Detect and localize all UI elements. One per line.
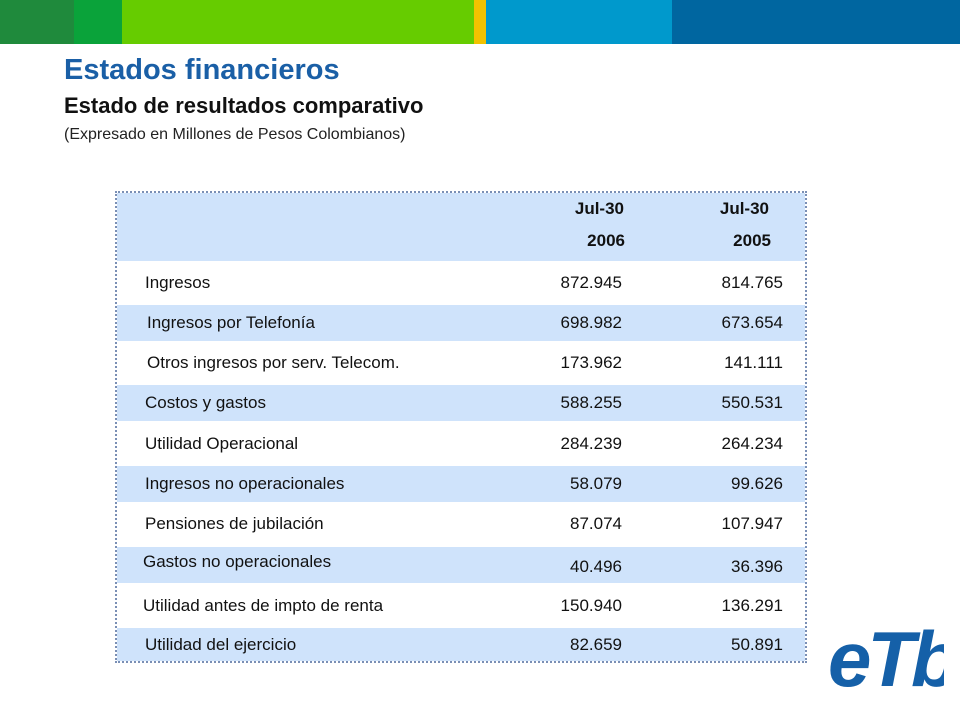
row-label: Ingresos no operacionales [145,474,345,493]
row-label: Otros ingresos por serv. Telecom. [147,353,400,372]
logo-text: eTb [828,615,944,698]
bar-segment [122,0,474,44]
value-2006: 173.962 [560,353,622,372]
value-2005: 814.765 [721,273,783,292]
table-row: Otros ingresos por serv. Telecom. 173.96… [117,345,805,381]
value-2005: 673.654 [721,313,783,332]
value-2005: 264.234 [721,434,783,453]
row-label: Ingresos [145,273,211,292]
value-2005: 141.111 [724,353,783,372]
table-row: Utilidad Operacional 284.239 264.234 [117,426,805,462]
row-label: Utilidad del ejercicio [145,635,297,654]
value-2006: 872.945 [560,273,622,292]
col-2006-line1: Jul-30 [574,199,624,218]
table-row: Costos y gastos 588.255 550.531 [117,385,805,421]
value-2005: 36.396 [731,557,783,576]
etb-logo: eTb [828,615,944,698]
page-title: Estados financieros [64,54,340,86]
bar-segment [0,0,74,44]
table-row: Ingresos por Telefonía 698.982 673.654 [117,305,805,341]
row-label: Pensiones de jubilación [145,514,324,533]
col-2005-line2: 2005 [733,231,771,250]
units-note: (Expresado en Millones de Pesos Colombia… [64,126,406,143]
row-label: Gastos no operacionales [143,552,332,571]
row-label: Utilidad antes de impto de renta [143,596,384,615]
table-row: Ingresos 872.945 814.765 [117,265,805,301]
row-label: Ingresos por Telefonía [147,313,315,332]
value-2006: 40.496 [570,557,622,576]
col-2005-line1: Jul-30 [719,199,769,218]
value-2006: 82.659 [570,635,622,654]
page-subtitle: Estado de resultados comparativo [64,93,424,118]
bar-segment [672,0,960,44]
bar-segment [486,0,672,44]
value-2005: 136.291 [721,596,783,615]
value-2006: 284.239 [560,434,622,453]
bar-segment [74,0,122,44]
table-row: Utilidad del ejercicio 82.659 50.891 [117,628,805,661]
row-label: Utilidad Operacional [145,434,299,453]
table-row: Pensiones de jubilación 87.074 107.947 [117,506,805,542]
value-2005: 107.947 [721,514,783,533]
value-2006: 698.982 [560,313,622,332]
table-frame [115,191,807,663]
col-2006-line2: 2006 [587,231,625,250]
table-row: Utilidad antes de impto de renta 150.940… [117,588,805,624]
table-header-band [117,193,805,261]
bar-segment [474,0,486,44]
value-2006: 58.079 [570,474,622,493]
top-color-bar [0,0,960,44]
table-row: Ingresos no operacionales 58.079 99.626 [117,466,805,502]
table-row: Gastos no operacionales 40.496 36.396 [117,547,805,583]
value-2005: 50.891 [731,635,783,654]
value-2006: 150.940 [560,596,622,615]
value-2005: 550.531 [721,393,783,412]
value-2005: 99.626 [731,474,783,493]
value-2006: 87.074 [570,514,622,533]
row-label: Costos y gastos [145,393,266,412]
value-2006: 588.255 [560,393,622,412]
